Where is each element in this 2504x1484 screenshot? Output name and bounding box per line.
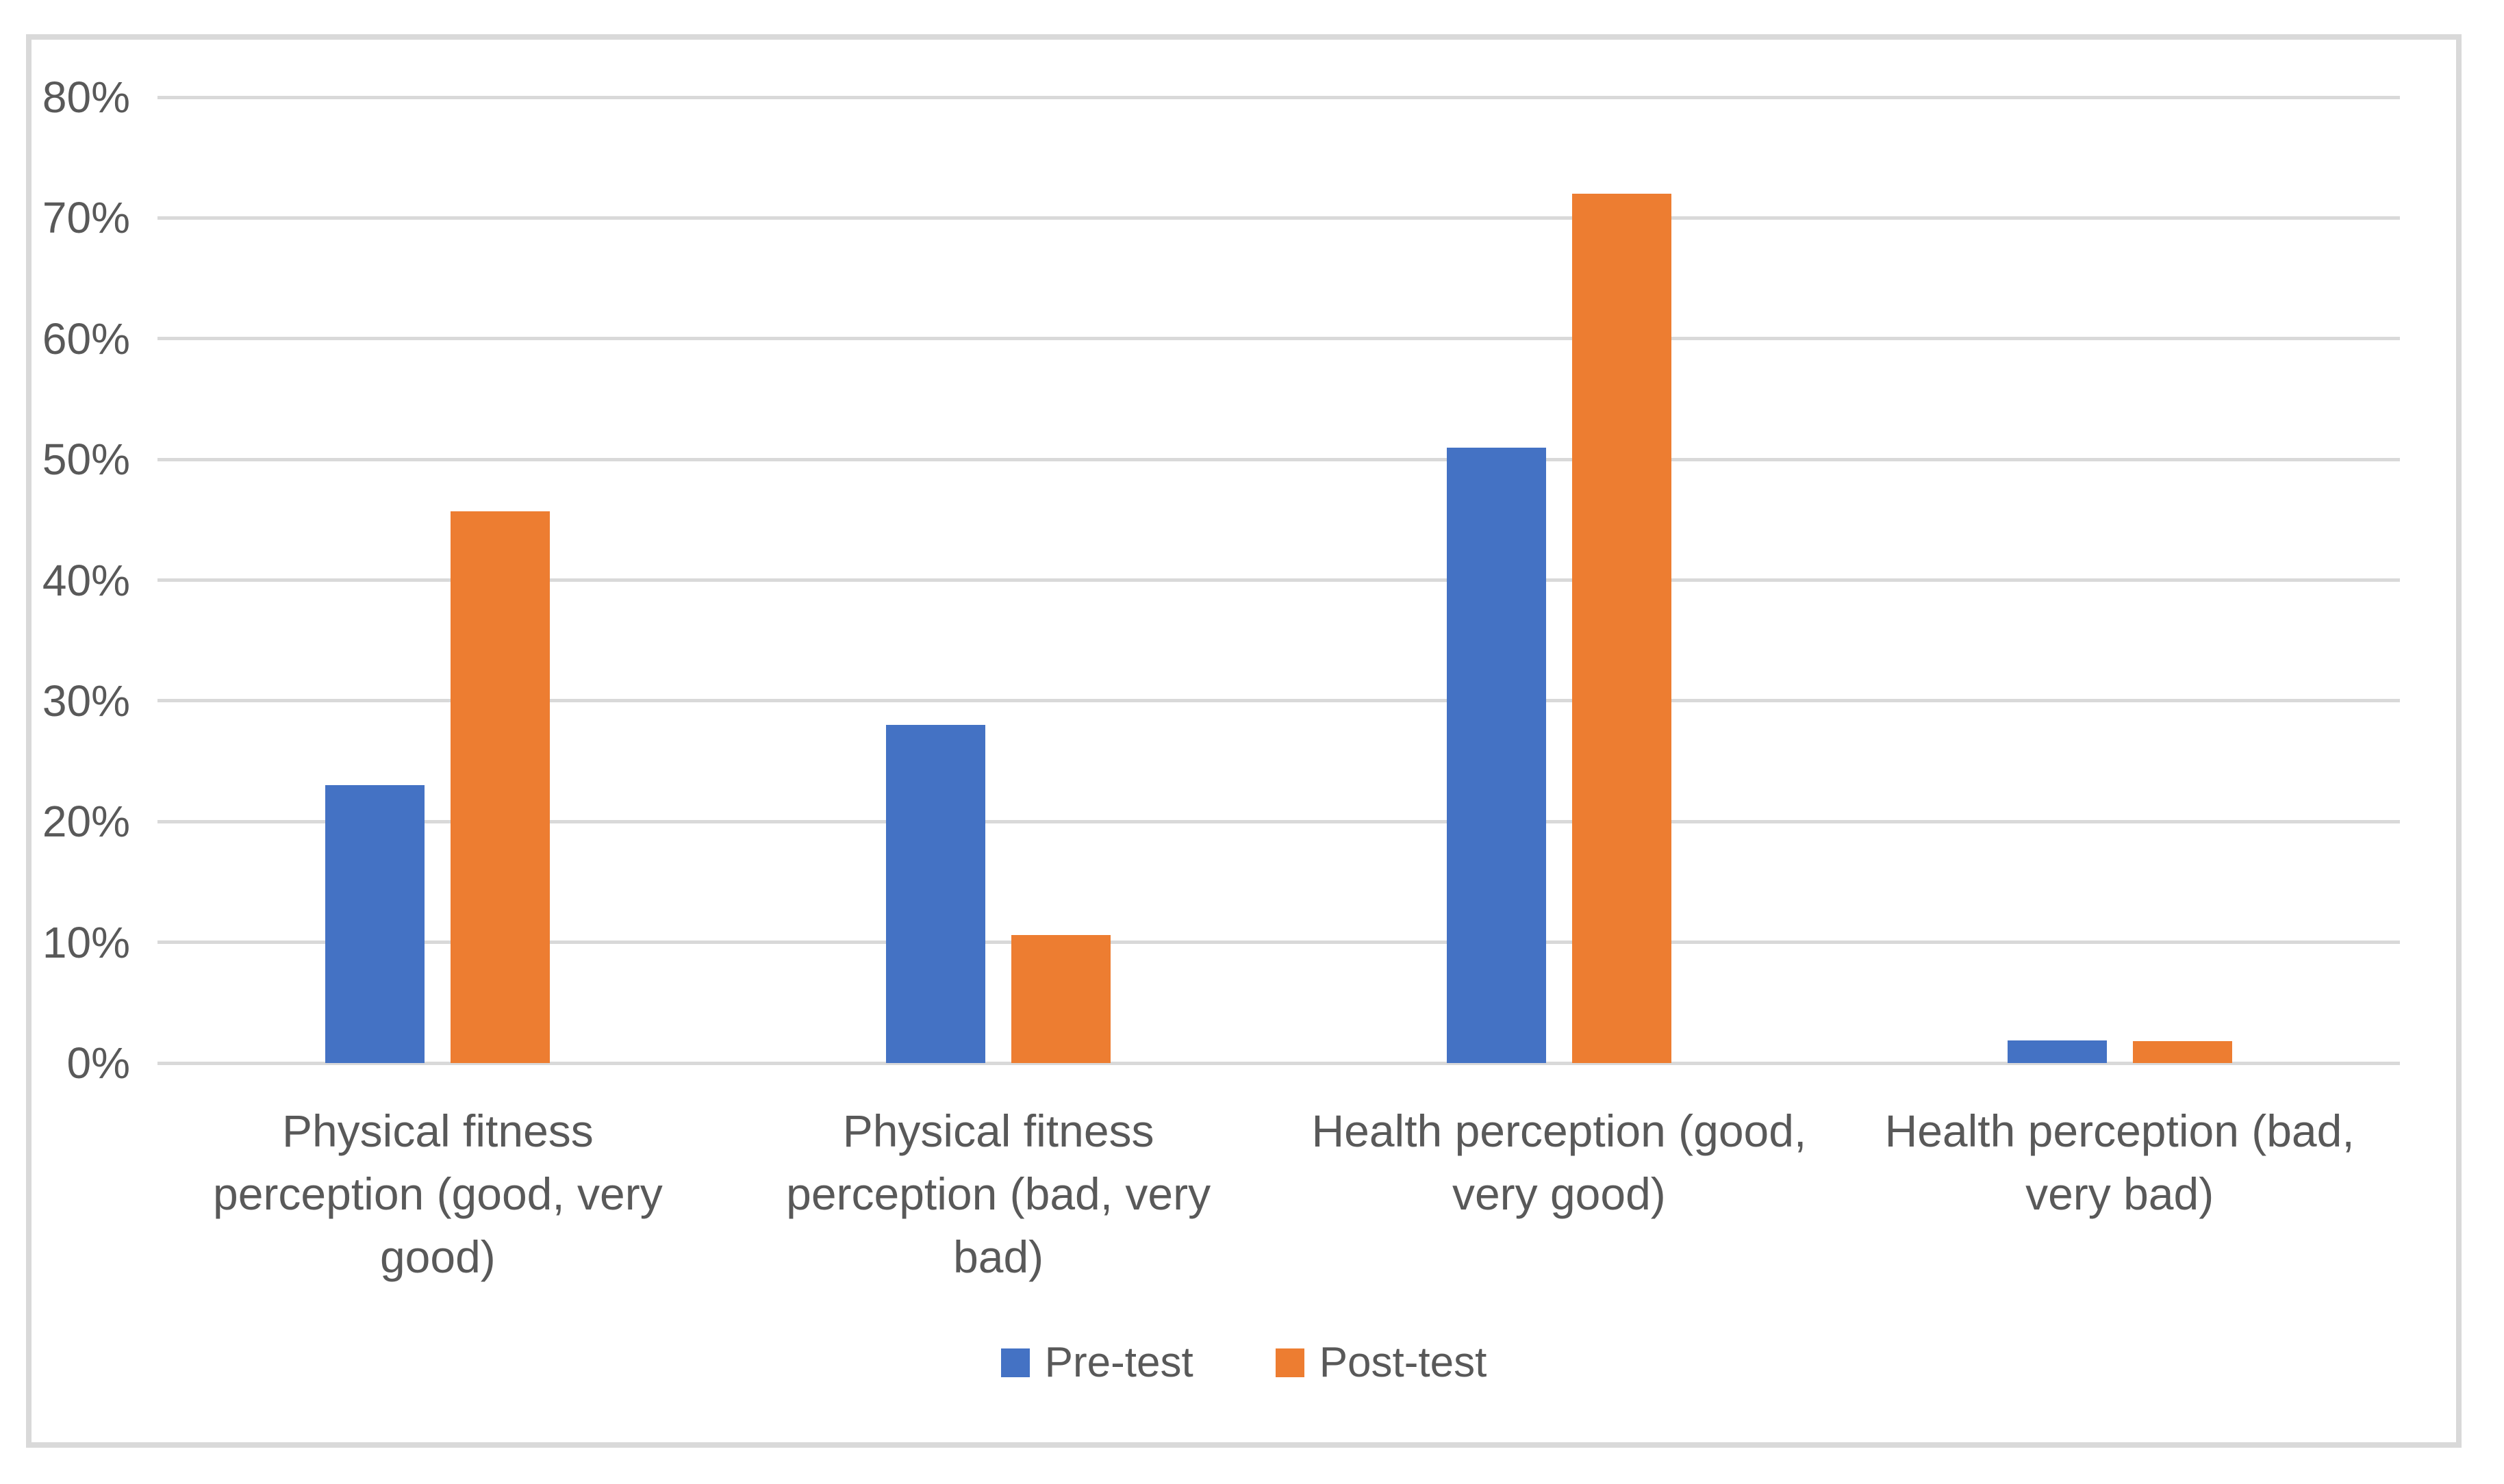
category-label-line: bad) bbox=[953, 1231, 1044, 1282]
legend-label: Pre-test bbox=[1044, 1339, 1193, 1386]
y-tick-label-70: 70% bbox=[42, 193, 130, 243]
y-tick-label-50: 50% bbox=[42, 435, 130, 485]
y-tick-label-20: 20% bbox=[42, 797, 130, 847]
category-label-line: Physical fitness bbox=[281, 1105, 594, 1156]
legend-swatch bbox=[1275, 1348, 1304, 1377]
legend-item-post-test: Post-test bbox=[1275, 1339, 1487, 1386]
legend-item-pre-test: Pre-test bbox=[1000, 1339, 1193, 1386]
y-tick-label-0: 0% bbox=[66, 1038, 131, 1088]
bar-post-test bbox=[2132, 1041, 2232, 1063]
category-label: Health perception (bad, very bad) bbox=[1839, 1099, 2400, 1288]
y-tick-label-30: 30% bbox=[42, 676, 130, 726]
x-axis-category-labels: Physical fitness perception (good, very go… bbox=[157, 1099, 2400, 1288]
y-tick-label-10: 10% bbox=[42, 917, 130, 967]
gridline-50 bbox=[157, 457, 2400, 461]
y-tick-label-60: 60% bbox=[42, 314, 130, 363]
gridline-70 bbox=[157, 216, 2400, 220]
bar-pre-test bbox=[325, 785, 425, 1063]
y-tick-label-40: 40% bbox=[42, 555, 130, 605]
category-group bbox=[718, 97, 1279, 1063]
category-label: Physical fitness perception (good, very go… bbox=[157, 1099, 718, 1288]
gridline-60 bbox=[157, 337, 2400, 341]
bar-post-test bbox=[1571, 194, 1671, 1063]
category-label: Health perception (good, very good) bbox=[1279, 1099, 1840, 1288]
bar-post-test bbox=[451, 511, 551, 1063]
legend: Pre-test Post-test bbox=[31, 1340, 2456, 1385]
category-label: Physical fitness perception (bad, very bad… bbox=[718, 1099, 1279, 1288]
category-label-line: good) bbox=[379, 1231, 496, 1282]
gridline-0 bbox=[157, 1061, 2400, 1065]
legend-label: Post-test bbox=[1319, 1339, 1487, 1386]
legend-swatch bbox=[1000, 1348, 1030, 1377]
category-label-line: Physical fitness bbox=[842, 1105, 1154, 1156]
category-label-line: Health perception (bad, bbox=[1884, 1105, 2355, 1156]
category-group bbox=[1279, 97, 1840, 1063]
category-label-line: very good) bbox=[1452, 1168, 1666, 1219]
category-label-line: perception (bad, very bbox=[786, 1168, 1211, 1219]
bar-groups bbox=[157, 97, 2400, 1063]
category-label-line: Health perception (good, bbox=[1311, 1105, 1807, 1156]
bar-pre-test bbox=[2007, 1040, 2107, 1063]
category-label-line: very bad) bbox=[2025, 1168, 2214, 1219]
y-tick-label-80: 80% bbox=[42, 73, 130, 122]
category-group bbox=[157, 97, 718, 1063]
bar-pre-test bbox=[886, 725, 986, 1063]
gridline-80 bbox=[157, 95, 2400, 99]
category-label-line: perception (good, very bbox=[213, 1168, 663, 1219]
gridline-40 bbox=[157, 578, 2400, 582]
bar-post-test bbox=[1011, 935, 1111, 1063]
gridline-10 bbox=[157, 941, 2400, 945]
bar-pre-test bbox=[1446, 447, 1546, 1063]
gridline-30 bbox=[157, 699, 2400, 703]
category-group bbox=[1839, 97, 2400, 1063]
gridline-20 bbox=[157, 819, 2400, 823]
plot-area: 0% 10% 20% 30% 40% 50% 60% 70% 80% bbox=[42, 75, 2400, 1086]
chart-frame: 0% 10% 20% 30% 40% 50% 60% 70% 80% Physical fitn… bbox=[26, 34, 2462, 1448]
